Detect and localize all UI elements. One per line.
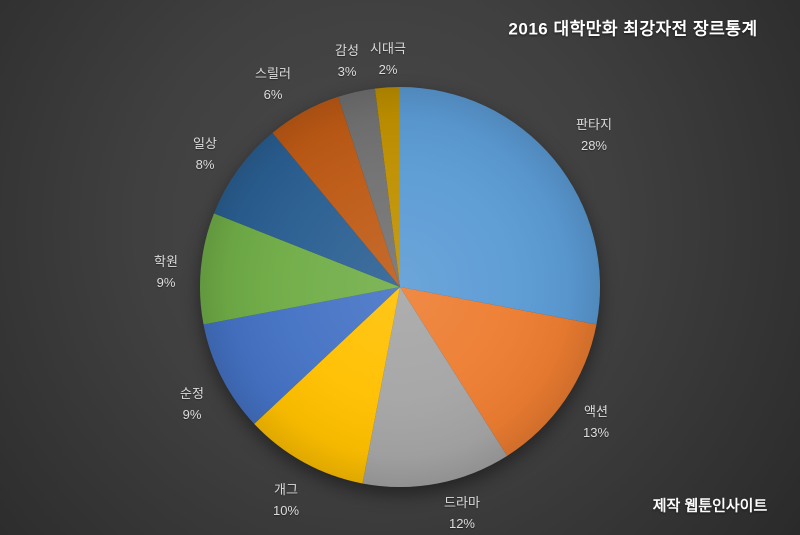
slice-label-thriller-text: 스릴러 xyxy=(255,66,291,81)
slice-label-emotional-pct: 3% xyxy=(337,64,357,79)
slice-label-comedy: 개그 10% xyxy=(273,479,299,521)
slice-label-action-text: 액션 xyxy=(584,404,608,419)
slice-label-emotional: 감성 3% xyxy=(335,40,359,82)
slice-label-period-drama-pct: 2% xyxy=(378,62,398,77)
slice-label-romance-pct: 9% xyxy=(182,407,202,422)
slice-label-romance: 순정 9% xyxy=(180,383,204,425)
slice-label-comedy-pct: 10% xyxy=(272,503,300,518)
pie-sheen-overlay xyxy=(200,87,600,487)
slice-label-period-drama: 시대극 2% xyxy=(370,38,406,80)
slice-label-thriller-pct: 6% xyxy=(263,87,283,102)
slice-label-period-drama-text: 시대극 xyxy=(370,41,406,56)
slice-label-fantasy: 판타지 28% xyxy=(576,114,612,156)
slice-label-comedy-text: 개그 xyxy=(274,482,298,497)
slice-label-school-text: 학원 xyxy=(154,254,178,269)
slice-label-school: 학원 9% xyxy=(154,251,178,293)
slice-label-thriller: 스릴러 6% xyxy=(255,63,291,105)
slice-label-daily-life-pct: 8% xyxy=(195,157,215,172)
slice-label-drama-pct: 12% xyxy=(448,516,476,531)
slice-label-romance-text: 순정 xyxy=(180,386,204,401)
slice-label-action: 액션 13% xyxy=(583,401,609,443)
slice-label-action-pct: 13% xyxy=(582,425,610,440)
slice-label-fantasy-text: 판타지 xyxy=(576,117,612,132)
credit-text: 제작 웹툰인사이트 xyxy=(652,497,768,515)
slice-label-daily-life-text: 일상 xyxy=(193,136,217,151)
slice-label-school-pct: 9% xyxy=(156,275,176,290)
slice-label-daily-life: 일상 8% xyxy=(193,133,217,175)
slice-label-drama-text: 드라마 xyxy=(444,495,480,510)
chart-title: 2016 대학만화 최강자전 장르통계 xyxy=(508,19,758,39)
slice-label-fantasy-pct: 28% xyxy=(580,138,608,153)
slice-label-emotional-text: 감성 xyxy=(335,43,359,58)
slice-label-drama: 드라마 12% xyxy=(444,492,480,534)
